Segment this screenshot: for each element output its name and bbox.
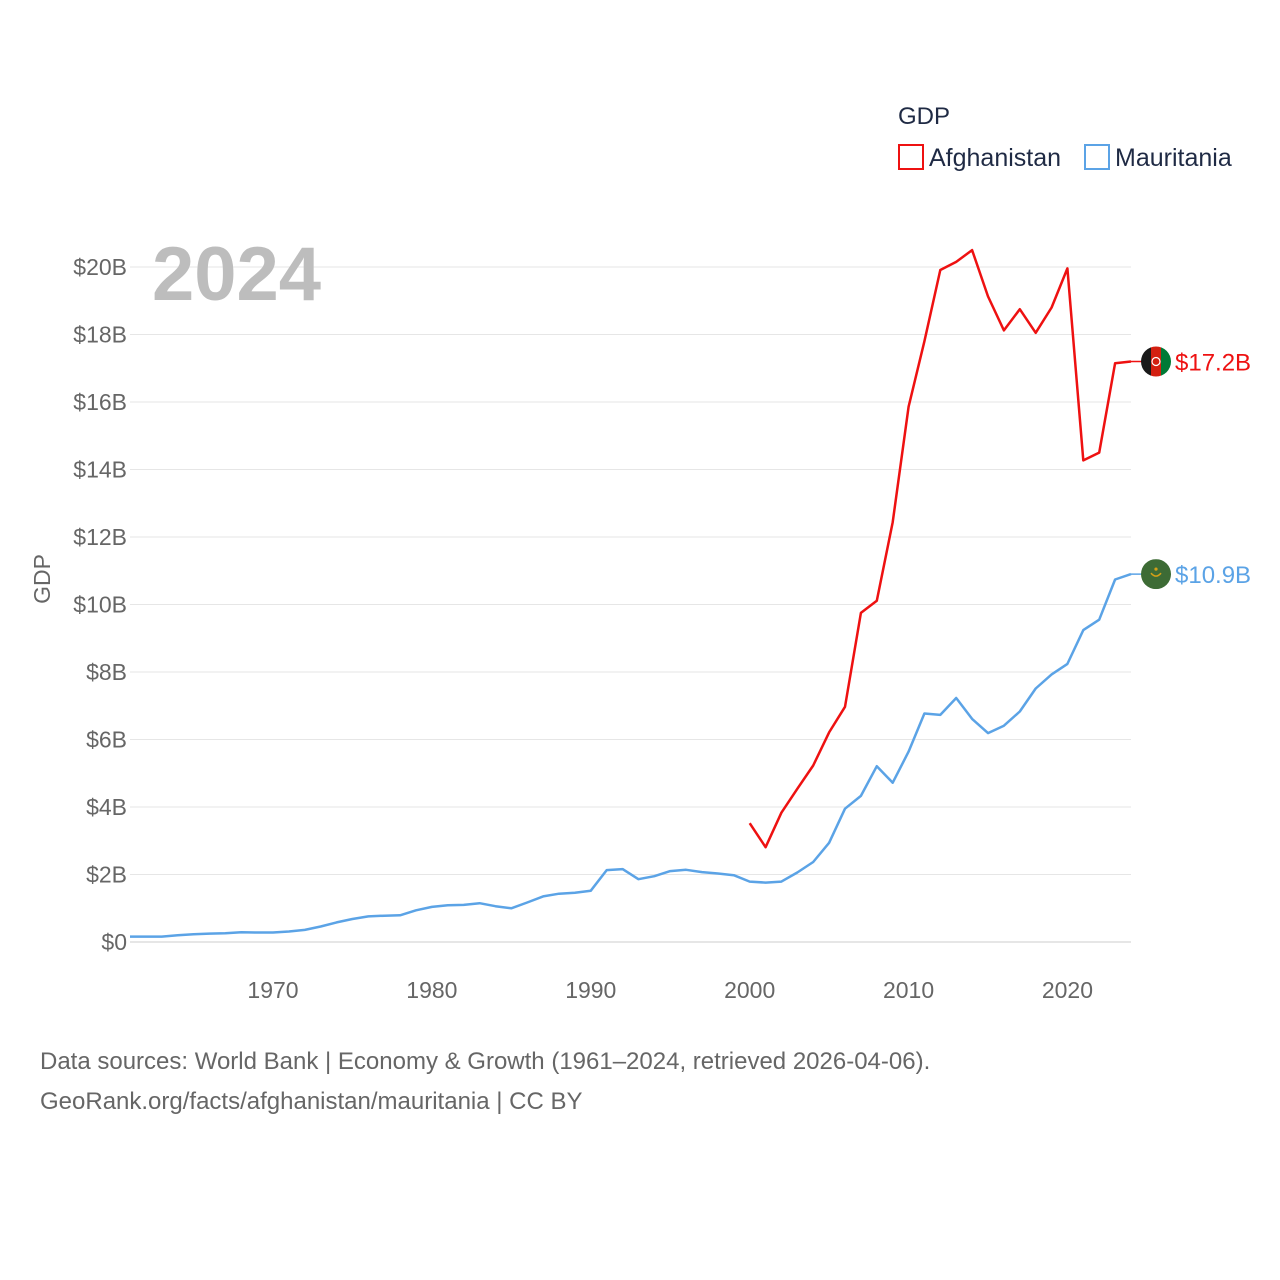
y-axis-ticks: $0 $2B $4B $6B $8B $10B $12B $14B $16B $18B $20B [73, 254, 127, 955]
x-tick-label: 1970 [247, 977, 298, 1003]
x-tick-label: 2000 [724, 977, 775, 1003]
legend: GDP Afghanistan Mauritania [898, 103, 1232, 172]
y-tick-label: $0 [101, 929, 127, 955]
series-line-mauritania[interactable] [130, 572, 1132, 938]
source-line-2: GeoRank.org/facts/afghanistan/mauritania… [40, 1088, 583, 1115]
y-tick-label: $6B [86, 727, 127, 753]
y-tick-label: $16B [73, 389, 127, 415]
y-tick-label: $12B [73, 524, 127, 550]
gridlines [130, 266, 1131, 943]
year-label: 2024 [152, 232, 321, 317]
series-end-markers: $17.2B $10.9B [1131, 346, 1251, 590]
y-tick-label: $8B [86, 659, 127, 685]
legend-label-mauritania[interactable]: Mauritania [1115, 144, 1232, 172]
source-line-1: Data sources: World Bank | Economy & Gro… [40, 1048, 931, 1075]
series-line-afghanistan[interactable] [748, 248, 1132, 849]
y-tick-label: $10B [73, 592, 127, 618]
legend-swatch-mauritania[interactable] [1084, 144, 1110, 170]
end-value-label-afghanistan: $17.2B [1175, 350, 1251, 377]
y-tick-label: $18B [73, 322, 127, 348]
end-value-label-mauritania: $10.9B [1175, 562, 1251, 589]
y-tick-label: $14B [73, 457, 127, 483]
y-tick-label: $4B [86, 794, 127, 820]
y-tick-label: $2B [86, 862, 127, 888]
series-lines [130, 248, 1132, 938]
mauritania-flag-icon [1141, 559, 1171, 590]
x-tick-label: 2020 [1042, 977, 1093, 1003]
x-tick-label: 1990 [565, 977, 616, 1003]
x-tick-label: 2010 [883, 977, 934, 1003]
legend-label-afghanistan[interactable]: Afghanistan [929, 144, 1061, 172]
x-tick-label: 1980 [406, 977, 457, 1003]
y-tick-label: $20B [73, 254, 127, 280]
legend-title: GDP [898, 103, 950, 130]
y-axis-label: GDP [29, 554, 55, 604]
legend-swatch-afghanistan[interactable] [898, 144, 924, 170]
x-axis-ticks: 1970 1980 1990 2000 2010 2020 [247, 977, 1093, 1003]
data-source-footer: Data sources: World Bank | Economy & Gro… [40, 1042, 930, 1122]
afghanistan-flag-icon [1141, 346, 1171, 377]
